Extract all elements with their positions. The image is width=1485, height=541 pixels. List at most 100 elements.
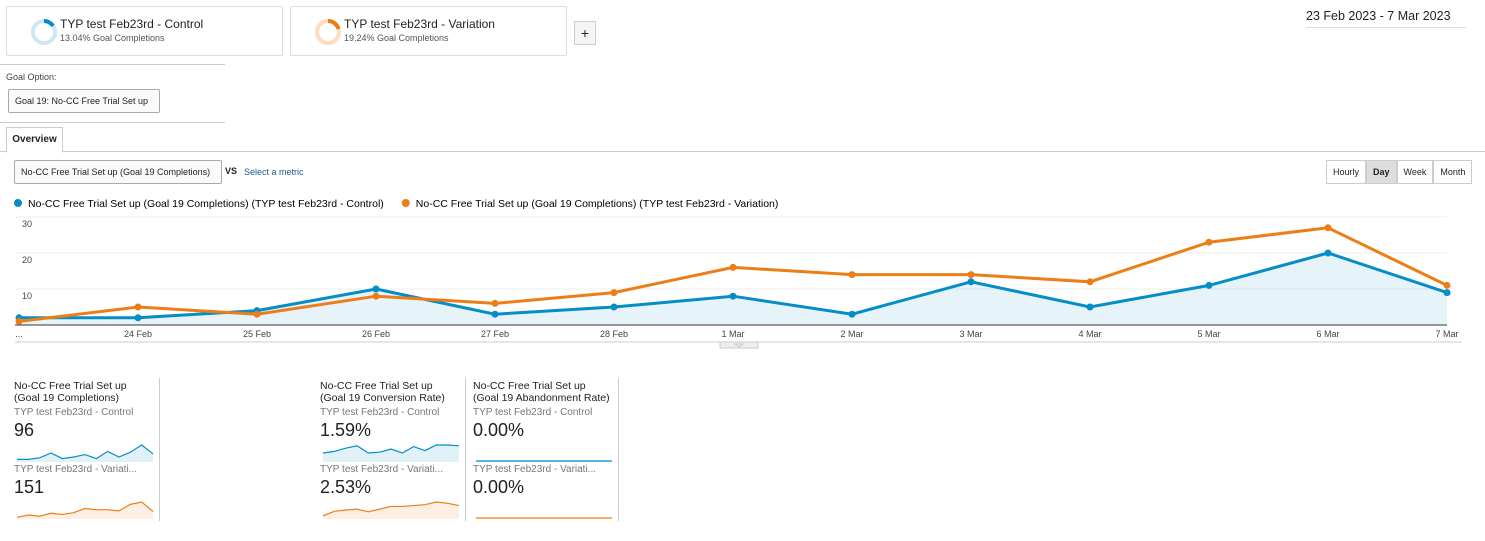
- y-tick-label: 10: [22, 291, 32, 301]
- scorecard: No-CC Free Trial Set up (Goal 19 Abandon…: [473, 378, 619, 521]
- sparkline-line: [17, 444, 154, 460]
- tab[interactable]: Overview: [6, 127, 63, 153]
- date-range[interactable]: 23 Feb 2023 - 7 Mar 2023: [1306, 9, 1466, 28]
- point: [372, 285, 380, 293]
- goal-option-label: Goal Option:: [6, 72, 57, 82]
- point: [848, 271, 856, 279]
- scorecard-metric: No-CC Free Trial Set up (Goal 19 Abandon…: [473, 380, 610, 404]
- x-tick-label: 5 Mar: [1197, 329, 1220, 339]
- sparkline-area: [323, 445, 459, 462]
- x-tick-label: 4 Mar: [1078, 329, 1101, 339]
- x-tick-label: 24 Feb: [124, 329, 152, 339]
- scorecards: No-CC Free Trial Set up (Goal 19 Complet…: [0, 378, 700, 528]
- scorecard-value: 2.53%: [320, 477, 372, 497]
- sparkline-line: [322, 444, 460, 454]
- divider: [0, 122, 225, 123]
- segment-name: TYP test Feb23rd - Control: [60, 17, 204, 31]
- y-tick-label: 30: [22, 219, 32, 229]
- sparkline-line: [16, 501, 154, 518]
- point: [1086, 303, 1094, 311]
- point: [967, 271, 975, 279]
- point: [134, 314, 142, 322]
- legend-swatch: [401, 199, 410, 207]
- segment-label: TYP test Feb23rd - Variati...: [320, 464, 444, 475]
- point: [610, 289, 618, 297]
- sparkline-area: [17, 445, 153, 462]
- divider: [0, 64, 225, 65]
- collapse-tab: [719, 341, 759, 349]
- vs-label: VS: [225, 166, 238, 176]
- scorecard-value: 0.00%: [473, 477, 525, 497]
- point: [1205, 281, 1213, 289]
- legend-label: No-CC Free Trial Set up (Goal 19 Complet…: [416, 198, 779, 210]
- x-tick-label: 26 Feb: [362, 329, 390, 339]
- point: [729, 263, 737, 271]
- x-tick-label: 28 Feb: [600, 329, 628, 339]
- donut: [31, 19, 57, 45]
- sparkline: [322, 501, 460, 519]
- donut: [315, 19, 341, 45]
- scorecard: No-CC Free Trial Set up (Goal 19 Convers…: [320, 378, 466, 521]
- segment-label: TYP test Feb23rd - Variati...: [473, 464, 597, 475]
- chart: No-CC Free Trial Set up (Goal 19 Complet…: [14, 198, 1462, 349]
- x-tick-label: ...: [15, 329, 23, 339]
- sparkline: [16, 501, 154, 519]
- select-metric[interactable]: Select a metric: [244, 167, 304, 177]
- scorecard: No-CC Free Trial Set up (Goal 19 Complet…: [14, 378, 160, 521]
- granularity-button[interactable]: Day: [1366, 160, 1397, 184]
- granularity-button[interactable]: Week: [1396, 160, 1434, 184]
- segment-label: TYP test Feb23rd - Control: [14, 407, 134, 418]
- sparkline-area: [17, 502, 153, 519]
- x-tick-label: 3 Mar: [959, 329, 982, 339]
- point: [610, 303, 618, 311]
- granularity-group: Hourly Day Week Month: [1326, 160, 1473, 184]
- granularity-button[interactable]: Month: [1433, 160, 1473, 184]
- y-tick-label: 20: [22, 255, 32, 265]
- point: [372, 292, 380, 300]
- segment-summary: 13.04% Goal Completions: [60, 33, 165, 43]
- point: [15, 317, 23, 325]
- scorecard-value: 96: [14, 420, 35, 440]
- segment-name: TYP test Feb23rd - Variation: [344, 17, 495, 31]
- sparkline: [476, 517, 612, 519]
- point: [1443, 289, 1451, 297]
- point: [491, 299, 499, 307]
- add-segment[interactable]: +: [574, 21, 596, 45]
- sparkline-area: [323, 502, 459, 519]
- segment-summary: 19.24% Goal Completions: [344, 33, 449, 43]
- granularity-button[interactable]: Hourly: [1326, 160, 1367, 184]
- sparkline-line: [322, 501, 460, 517]
- scorecard-value: 151: [14, 477, 45, 497]
- segment-label: TYP test Feb23rd - Control: [320, 407, 440, 418]
- metric-select[interactable]: No-CC Free Trial Set up (Goal 19 Complet…: [14, 160, 222, 184]
- segment-card[interactable]: TYP test Feb23rd - Variation 19.24% Goal…: [290, 6, 567, 56]
- x-tick-label: 25 Feb: [243, 329, 271, 339]
- point: [729, 292, 737, 300]
- divider: [0, 151, 1485, 152]
- point: [1324, 224, 1332, 232]
- point: [491, 310, 499, 318]
- point: [1205, 238, 1213, 246]
- point: [134, 303, 142, 311]
- point: [1443, 281, 1451, 289]
- segment-label: TYP test Feb23rd - Control: [473, 407, 593, 418]
- x-tick-label: 2 Mar: [840, 329, 863, 339]
- point: [967, 278, 975, 286]
- legend-label: No-CC Free Trial Set up (Goal 19 Complet…: [28, 198, 384, 210]
- x-tick-label: 27 Feb: [481, 329, 509, 339]
- point: [1324, 249, 1332, 257]
- x-tick-label: 1 Mar: [721, 329, 744, 339]
- segment-card[interactable]: TYP test Feb23rd - Control 13.04% Goal C…: [6, 6, 283, 56]
- sparkline: [322, 444, 460, 462]
- legend-swatch: [14, 199, 22, 207]
- goal-select[interactable]: Goal 19: No-CC Free Trial Set up: [8, 89, 160, 113]
- scorecard-metric: No-CC Free Trial Set up (Goal 19 Complet…: [14, 380, 127, 404]
- sparkline: [17, 444, 154, 462]
- point: [848, 310, 856, 318]
- point: [253, 310, 261, 318]
- point: [1086, 278, 1094, 286]
- scorecard-metric: No-CC Free Trial Set up (Goal 19 Convers…: [320, 380, 445, 404]
- segment-label: TYP test Feb23rd - Variati...: [14, 464, 138, 475]
- scorecard-value: 1.59%: [320, 420, 372, 440]
